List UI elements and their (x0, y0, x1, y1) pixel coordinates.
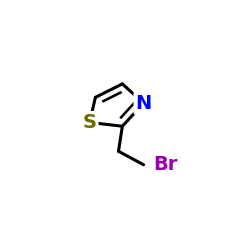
Text: N: N (136, 94, 152, 113)
Text: S: S (82, 113, 96, 132)
Text: Br: Br (153, 155, 178, 174)
